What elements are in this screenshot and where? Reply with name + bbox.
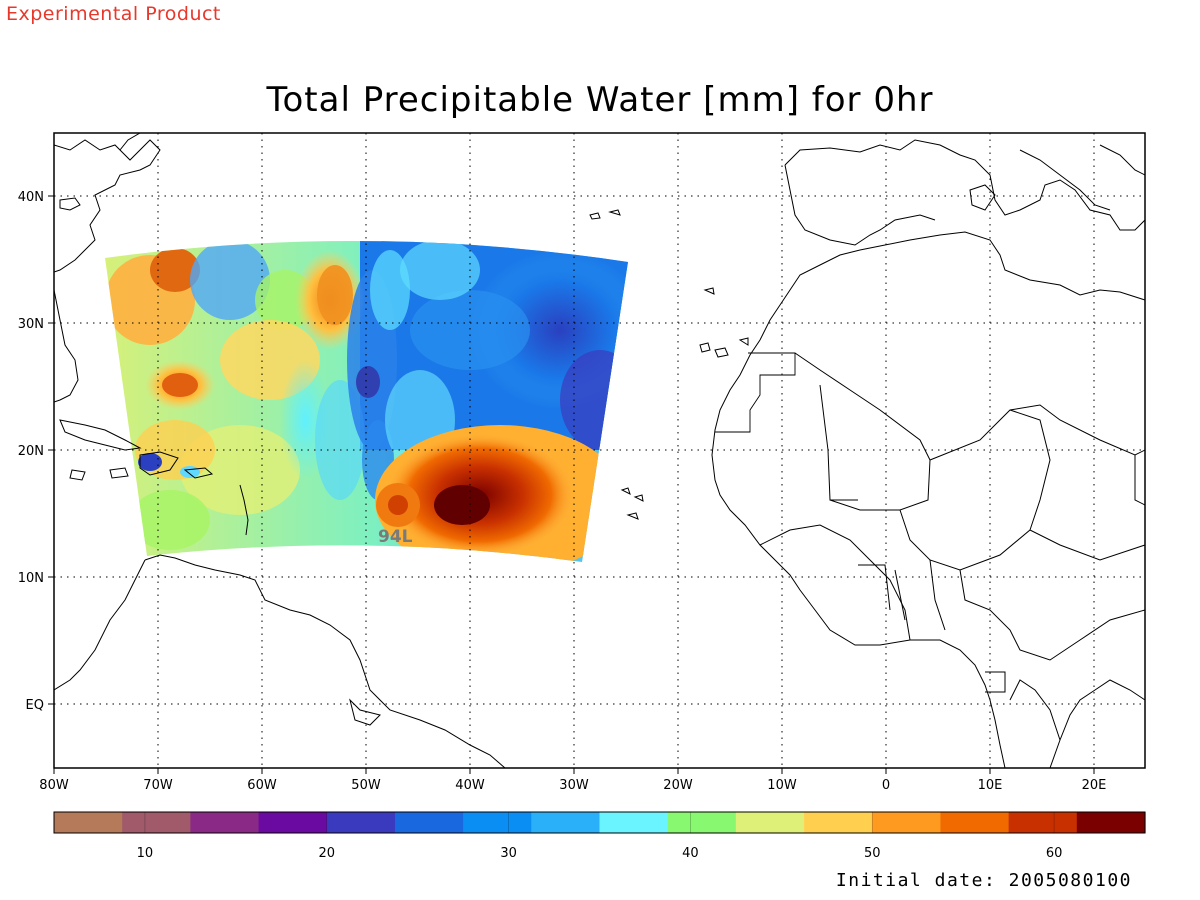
colorbar-segment	[667, 812, 737, 833]
colorbar-segment	[326, 812, 396, 833]
lat-label-10n: 10N	[18, 571, 44, 586]
colorbar-segment	[1076, 812, 1146, 833]
map-title: Total Precipitable Water [mm] for 0hr	[266, 80, 934, 120]
colorbar-labels: 10 20 30 40 50 60	[137, 846, 1063, 861]
colorbar-label-60: 60	[1046, 846, 1063, 861]
experimental-product-label: Experimental Product	[6, 3, 221, 25]
colorbar-segment	[872, 812, 942, 833]
lon-label-40w: 40W	[455, 778, 485, 793]
colorbar-label-50: 50	[864, 846, 881, 861]
colorbar-segment	[394, 812, 464, 833]
colorbar-frame	[53, 811, 1146, 834]
colorbar-segment	[804, 812, 873, 833]
colorbar-segment	[531, 812, 601, 833]
colorbar-segment	[735, 812, 805, 833]
colorbar-segment	[1008, 812, 1078, 833]
colorbar-label-10: 10	[137, 846, 154, 861]
colorbar-segment	[940, 812, 1010, 833]
colorbar-label-40: 40	[682, 846, 699, 861]
storm-label-94l: 94L	[378, 527, 413, 547]
lon-label-30w: 30W	[559, 778, 589, 793]
colorbar-label-30: 30	[500, 846, 517, 861]
lat-label-eq: EQ	[26, 698, 44, 713]
axis-ticks	[48, 195, 1095, 774]
lon-label-10w: 10W	[767, 778, 797, 793]
lon-label-20e: 20E	[1082, 778, 1107, 793]
colorbar-segment	[122, 812, 191, 833]
colorbar-segment	[599, 812, 669, 833]
colorbar	[54, 812, 1146, 833]
longitude-labels: 80W 70W 60W 50W 40W 30W 20W 10W 0 10E 20…	[39, 778, 1106, 793]
lon-label-20w: 20W	[663, 778, 693, 793]
map-gridlines	[54, 133, 1145, 768]
lon-label-80w: 80W	[39, 778, 69, 793]
latitude-labels: 40N 30N 20N 10N EQ	[18, 190, 44, 713]
lon-label-70w: 70W	[143, 778, 173, 793]
lon-label-50w: 50W	[351, 778, 381, 793]
lat-label-20n: 20N	[18, 444, 44, 459]
colorbar-segment	[258, 812, 328, 833]
colorbar-segment	[190, 812, 260, 833]
lon-label-0: 0	[882, 778, 890, 793]
lon-label-10e: 10E	[978, 778, 1003, 793]
lat-label-40n: 40N	[18, 190, 44, 205]
colorbar-segment	[463, 812, 532, 833]
colorbar-segment	[54, 812, 123, 833]
lon-label-60w: 60W	[247, 778, 277, 793]
coastlines	[54, 133, 1145, 768]
precipitable-water-field	[105, 240, 628, 562]
lat-label-30n: 30N	[18, 317, 44, 332]
colorbar-label-20: 20	[319, 846, 336, 861]
initial-date-label: Initial date: 2005080100	[835, 870, 1132, 891]
